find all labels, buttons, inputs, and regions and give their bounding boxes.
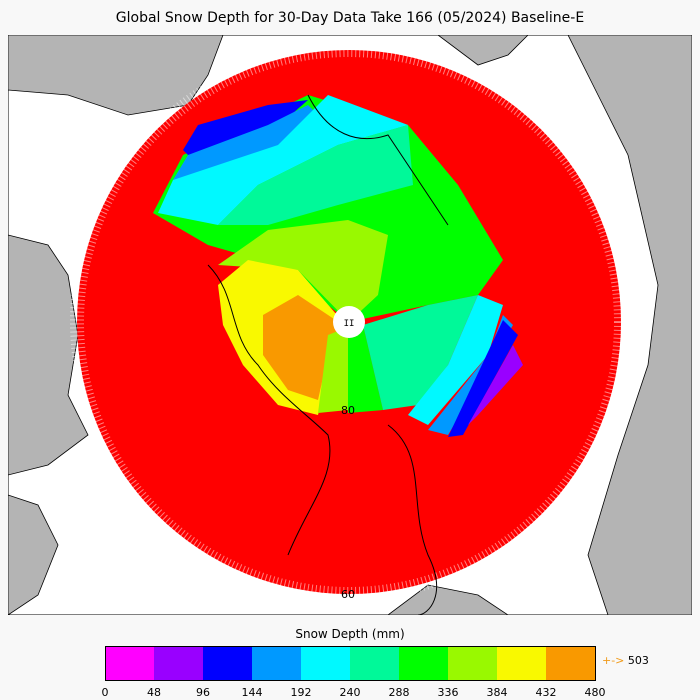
lat-labels: 80 60 <box>341 404 355 601</box>
lat-label-80: 80 <box>341 404 355 417</box>
colorbar <box>105 646 596 681</box>
colorbar-cell <box>399 646 448 681</box>
colorbar-cell <box>497 646 546 681</box>
colorbar-tick-label: 240 <box>339 686 361 699</box>
colorbar-tick-label: 144 <box>241 686 263 699</box>
colorbar-cell <box>154 646 203 681</box>
coastlines <box>207 94 449 615</box>
colorbar-label: Snow Depth (mm) <box>295 627 405 641</box>
polar-snow-depth-map: II 80 60 <box>8 35 692 615</box>
colorbar-tick-label: 96 <box>196 686 210 699</box>
data-region: II <box>70 43 628 601</box>
map-title: Global Snow Depth for 30-Day Data Take 1… <box>115 10 585 26</box>
colorbar-cell <box>203 646 252 681</box>
colorbar-cell <box>350 646 399 681</box>
colorbar-cell <box>301 646 350 681</box>
pole-marker: II <box>344 319 355 329</box>
colorbar-tick-label: 0 <box>101 686 109 699</box>
land-masses <box>8 35 692 615</box>
colorbar-tick-label: 336 <box>437 686 459 699</box>
colorbar-cell <box>252 646 301 681</box>
colorbar-tick-label: 288 <box>388 686 410 699</box>
colorbar-cell <box>448 646 497 681</box>
overflow-arrow: +-> <box>602 654 625 667</box>
colorbar-cell <box>546 646 595 681</box>
colorbar-cell <box>105 646 154 681</box>
colorbar-tick-label: 432 <box>535 686 557 699</box>
colorbar-tick-label: 192 <box>290 686 312 699</box>
colorbar-tick-label: 48 <box>147 686 161 699</box>
colorbar-tick-label: 480 <box>584 686 606 699</box>
colorbar-tick-label: 384 <box>486 686 508 699</box>
overflow-value: 503 <box>627 654 649 667</box>
overflow-indicator: +-> 503 <box>602 654 649 667</box>
lat-label-60: 60 <box>341 588 355 601</box>
pole-hole <box>333 306 365 338</box>
